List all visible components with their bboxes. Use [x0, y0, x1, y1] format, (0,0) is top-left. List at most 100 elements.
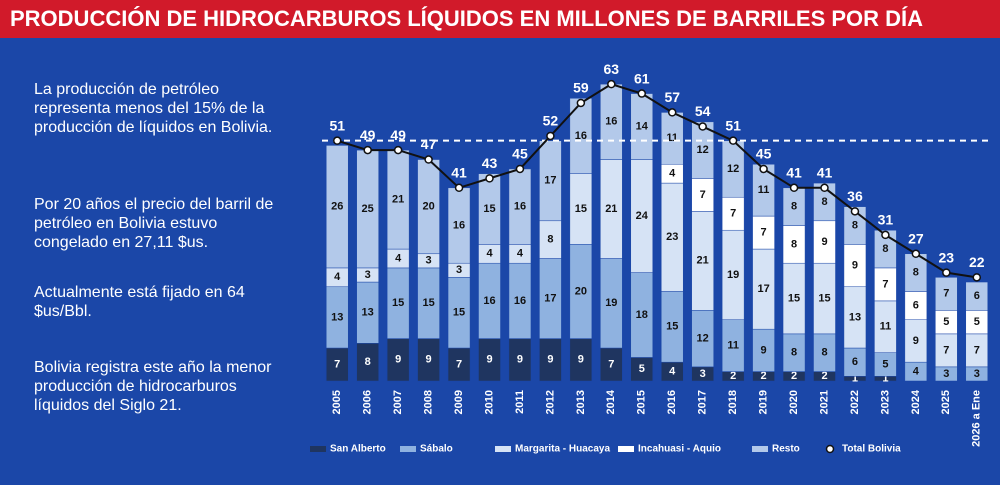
total-point	[515, 164, 525, 174]
value-label: 13	[849, 311, 861, 323]
value-label: 2	[730, 370, 736, 382]
total-point	[911, 249, 921, 259]
total-label: 51	[725, 117, 741, 133]
total-point	[820, 183, 829, 193]
value-label: 14	[636, 120, 649, 132]
value-label: 5	[943, 316, 949, 328]
x-tick-label: 2006	[362, 390, 374, 414]
total-label: 47	[421, 136, 437, 152]
value-label: 18	[636, 309, 648, 321]
value-label: 15	[483, 203, 495, 215]
total-label: 61	[634, 70, 650, 86]
legend-marker	[495, 446, 511, 452]
value-label: 9	[547, 354, 553, 366]
total-line	[336, 83, 977, 279]
value-label: 11	[727, 340, 739, 352]
total-point	[393, 145, 403, 155]
value-label: 4	[669, 365, 676, 377]
bar-segment	[691, 121, 714, 179]
value-label: 9	[426, 354, 432, 366]
value-label: 21	[697, 255, 709, 267]
value-label: 13	[362, 307, 374, 319]
total-label: 31	[878, 212, 894, 228]
legend-label: Margarita - Huacaya	[515, 444, 610, 455]
bar-segment	[325, 145, 349, 269]
title: PRODUCCIÓN DE HIDROCARBUROS LÍQUIDOS EN …	[0, 0, 1000, 38]
total-label: 51	[329, 117, 345, 133]
value-label: 17	[544, 175, 556, 187]
value-label: 9	[821, 236, 827, 248]
total-point	[546, 131, 555, 141]
x-tick-label: 2019	[757, 390, 769, 414]
value-label: 2	[791, 370, 797, 382]
total-point	[637, 89, 647, 98]
value-label: 21	[605, 203, 617, 215]
value-label: 9	[913, 335, 919, 347]
legend-label: Sábalo	[420, 444, 453, 455]
value-label: 23	[666, 231, 678, 243]
value-label: 9	[852, 259, 858, 271]
total-point	[789, 183, 799, 193]
value-label: 9	[517, 354, 523, 366]
value-label: 2	[761, 370, 767, 382]
value-label: 2	[821, 370, 827, 382]
total-point	[972, 273, 982, 282]
value-label: 3	[700, 368, 706, 380]
value-label: 5	[639, 363, 645, 375]
value-label: 7	[882, 278, 888, 290]
value-label: 7	[608, 358, 614, 370]
total-label: 43	[482, 155, 498, 171]
total-point	[698, 122, 707, 131]
total-label: 45	[512, 146, 528, 162]
value-label: 15	[666, 321, 678, 333]
total-label: 52	[543, 113, 559, 129]
total-label: 59	[573, 80, 589, 96]
note: Actualmente está fijado en 64 $us/Bbl.	[34, 284, 245, 320]
value-label: 6	[974, 290, 980, 302]
value-label: 26	[331, 201, 343, 213]
value-label: 8	[365, 356, 371, 368]
bar-segment	[874, 229, 897, 269]
value-label: 8	[821, 196, 827, 208]
total-label: 27	[908, 230, 924, 246]
legend-marker	[752, 446, 768, 452]
value-label: 15	[575, 203, 587, 215]
value-label: 9	[395, 354, 401, 366]
value-label: 19	[605, 297, 617, 309]
value-label: 4	[334, 271, 341, 283]
total-point	[728, 136, 738, 145]
total-point	[942, 268, 951, 277]
value-label: 11	[758, 184, 770, 196]
value-label: 16	[483, 295, 495, 307]
x-tick-label: 2024	[910, 389, 922, 414]
value-label: 25	[362, 203, 374, 215]
value-label: 16	[575, 130, 587, 142]
total-point	[363, 145, 372, 155]
total-label: 23	[939, 249, 955, 265]
value-label: 8	[791, 238, 797, 250]
value-label: 7	[974, 344, 980, 356]
x-tick-label: 2005	[331, 390, 343, 414]
x-tick-label: 2008	[422, 390, 434, 414]
total-label: 36	[847, 188, 863, 204]
value-label: 8	[791, 347, 797, 359]
x-tick-label: 2012	[544, 390, 556, 414]
value-label: 3	[426, 255, 432, 267]
value-label: 4	[395, 252, 402, 264]
value-label: 16	[514, 201, 526, 213]
x-tick-label: 2018	[727, 390, 739, 414]
legend-label: Total Bolivia	[842, 444, 901, 455]
bar-segment	[965, 281, 989, 311]
total-point	[850, 207, 860, 216]
value-label: 7	[943, 344, 949, 356]
value-label: 7	[456, 358, 462, 370]
total-label: 41	[451, 165, 467, 181]
legend-marker	[825, 444, 835, 454]
value-label: 15	[453, 307, 465, 319]
total-label: 63	[604, 61, 620, 77]
value-label: 12	[727, 163, 739, 175]
value-label: 7	[761, 226, 767, 238]
legend-marker	[618, 446, 634, 452]
value-label: 21	[392, 193, 404, 205]
value-label: 1	[852, 373, 858, 385]
